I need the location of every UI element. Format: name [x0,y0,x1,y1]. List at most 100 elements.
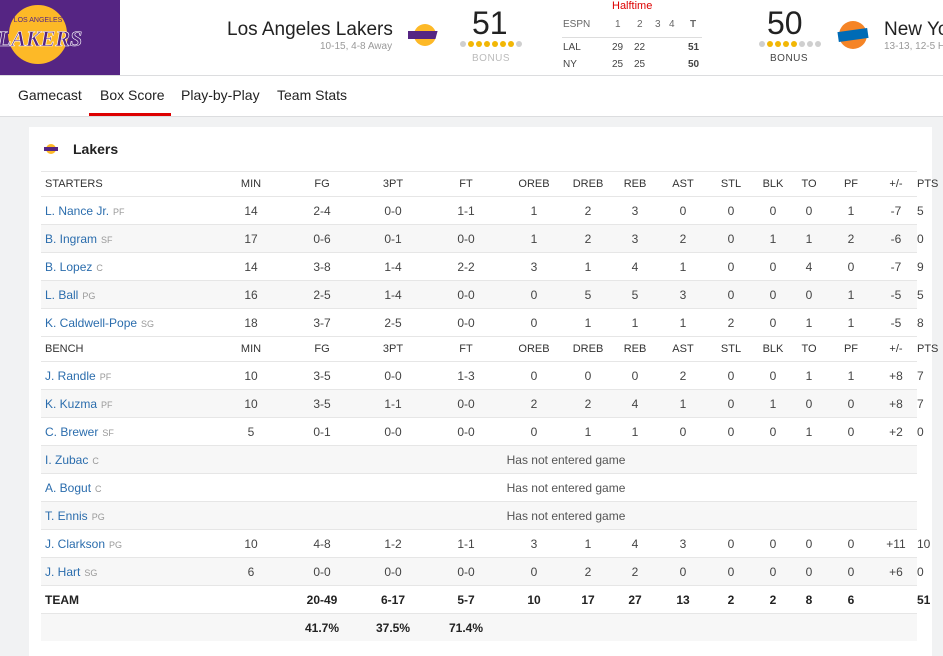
total-cell: 8 [791,585,827,614]
column-header[interactable]: FT [429,171,503,197]
player-position: PF [99,371,112,382]
section-label[interactable]: BENCH [41,336,173,362]
player-name-link[interactable]: J. Randle [45,368,96,383]
column-header[interactable]: STL [707,336,755,362]
tab-team-stats[interactable]: Team Stats [277,87,348,103]
player-name-link[interactable]: K. Caldwell-Pope [45,315,138,330]
player-row: B. Lopez C 14 3-8 1-4 2-2 3 1 4 1 0 0 4 0 -7 9 [41,252,924,281]
game-header: LOS ANGELES LAKERS Los Angeles Lakers 10… [0,0,943,76]
linescore-home-q2: 25 [634,59,646,70]
column-header[interactable]: BLK [755,336,791,362]
pct-cell [611,613,659,641]
stat-cell: -5 [875,280,917,309]
stat-cell: +8 [875,389,917,418]
column-header[interactable]: FG [287,171,357,197]
stat-cell: 1-1 [429,529,503,558]
active-tab-indicator [89,113,171,116]
player-name-link[interactable]: J. Clarkson [45,536,106,551]
column-header[interactable]: STL [707,171,755,197]
pct-cell [791,613,827,641]
player-row: C. Brewer SF 5 0-1 0-0 0-0 0 1 1 0 0 0 1 0 +2 0 [41,417,924,446]
column-header[interactable]: MIN [215,171,287,197]
column-header[interactable]: TO [791,171,827,197]
player-name-link[interactable]: K. Kuzma [45,396,98,411]
column-header[interactable]: +/- [875,336,917,362]
column-header[interactable]: DREB [565,336,611,362]
column-header[interactable]: AST [659,171,707,197]
pct-cell: 71.4% [429,613,503,641]
stat-cell: -6 [875,224,917,253]
stat-cell: 1 [565,252,611,281]
player-name-link[interactable]: L. Ball [45,287,79,302]
stat-cell: 4 [611,529,659,558]
stat-cell: 0 [755,361,791,390]
home-score: 50 [767,5,803,41]
column-header[interactable]: AST [659,336,707,362]
player-position: SF [102,427,114,438]
tab-play-by-play[interactable]: Play-by-Play [181,87,260,103]
stat-cell: 0-0 [287,557,357,586]
tab-box-score[interactable]: Box Score [100,87,165,103]
away-team-name[interactable]: Los Angeles Lakers [227,19,393,40]
player-name-link[interactable]: L. Nance Jr. [45,203,110,218]
column-header[interactable]: MIN [215,336,287,362]
player-name-link[interactable]: I. Zubac [45,452,89,467]
stat-cell: 3-5 [287,361,357,390]
stat-cell: 1 [565,308,611,337]
column-header[interactable]: PF [827,171,875,197]
column-header[interactable]: BLK [755,171,791,197]
column-header[interactable]: OREB [503,171,565,197]
stat-cell: 16 [215,280,287,309]
column-header[interactable]: +/- [875,171,917,197]
player-row: I. Zubac C Has not entered game [41,445,917,474]
column-header[interactable]: REB [611,171,659,197]
player-name-link[interactable]: A. Bogut [45,480,92,495]
player-name-link[interactable]: C. Brewer [45,424,99,439]
foul-dot [767,41,773,47]
stat-cell: -7 [875,252,917,281]
column-header[interactable]: PF [827,336,875,362]
foul-dot [492,41,498,47]
column-header[interactable]: 3PT [357,336,429,362]
stat-cell: 1 [755,224,791,253]
stat-cell: 0-0 [357,361,429,390]
column-header[interactable]: REB [611,336,659,362]
away-team-record: 10-15, 4-8 Away [320,41,393,52]
player-name-link[interactable]: J. Hart [45,564,81,579]
stat-cell: 0 [659,557,707,586]
total-cell: 6-17 [357,585,429,614]
player-cell: A. Bogut C [41,473,173,502]
player-cell: J. Randle PF [41,361,173,390]
stat-cell: 0 [503,280,565,309]
column-header[interactable]: FG [287,336,357,362]
total-cell: 5-7 [429,585,503,614]
column-header[interactable]: 3PT [357,171,429,197]
stat-cell: 1 [659,252,707,281]
stat-cell: 0 [659,196,707,225]
player-position: C [92,455,99,466]
stat-cell: 2 [503,389,565,418]
column-header[interactable]: TO [791,336,827,362]
home-team-name[interactable]: New York [884,19,943,40]
table-header-row: BENCH MIN FG 3PT FT OREB DREB REB AST STL BLK TO PF +… [41,336,938,362]
stat-cell: 0-6 [287,224,357,253]
home-team-record: 13-13, 12-5 H [884,41,943,52]
section-label[interactable]: STARTERS [41,171,173,197]
svg-text:LOS ANGELES: LOS ANGELES [14,17,63,24]
stat-cell: 0-1 [287,417,357,446]
player-name-link[interactable]: B. Lopez [45,259,93,274]
stat-cell: 1 [503,196,565,225]
player-name-link[interactable]: T. Ennis [45,508,88,523]
column-header[interactable]: DREB [565,171,611,197]
column-header[interactable]: FT [429,336,503,362]
column-header[interactable]: OREB [503,336,565,362]
stat-cell: 0-0 [429,389,503,418]
stat-cell: 0 [827,417,875,446]
foul-dot [815,41,821,47]
foul-dot [783,41,789,47]
stat-cell: 1 [791,308,827,337]
tab-gamecast[interactable]: Gamecast [18,87,82,103]
stat-cell: 1 [827,308,875,337]
player-name-link[interactable]: B. Ingram [45,231,98,246]
stat-cell: 0 [827,557,875,586]
